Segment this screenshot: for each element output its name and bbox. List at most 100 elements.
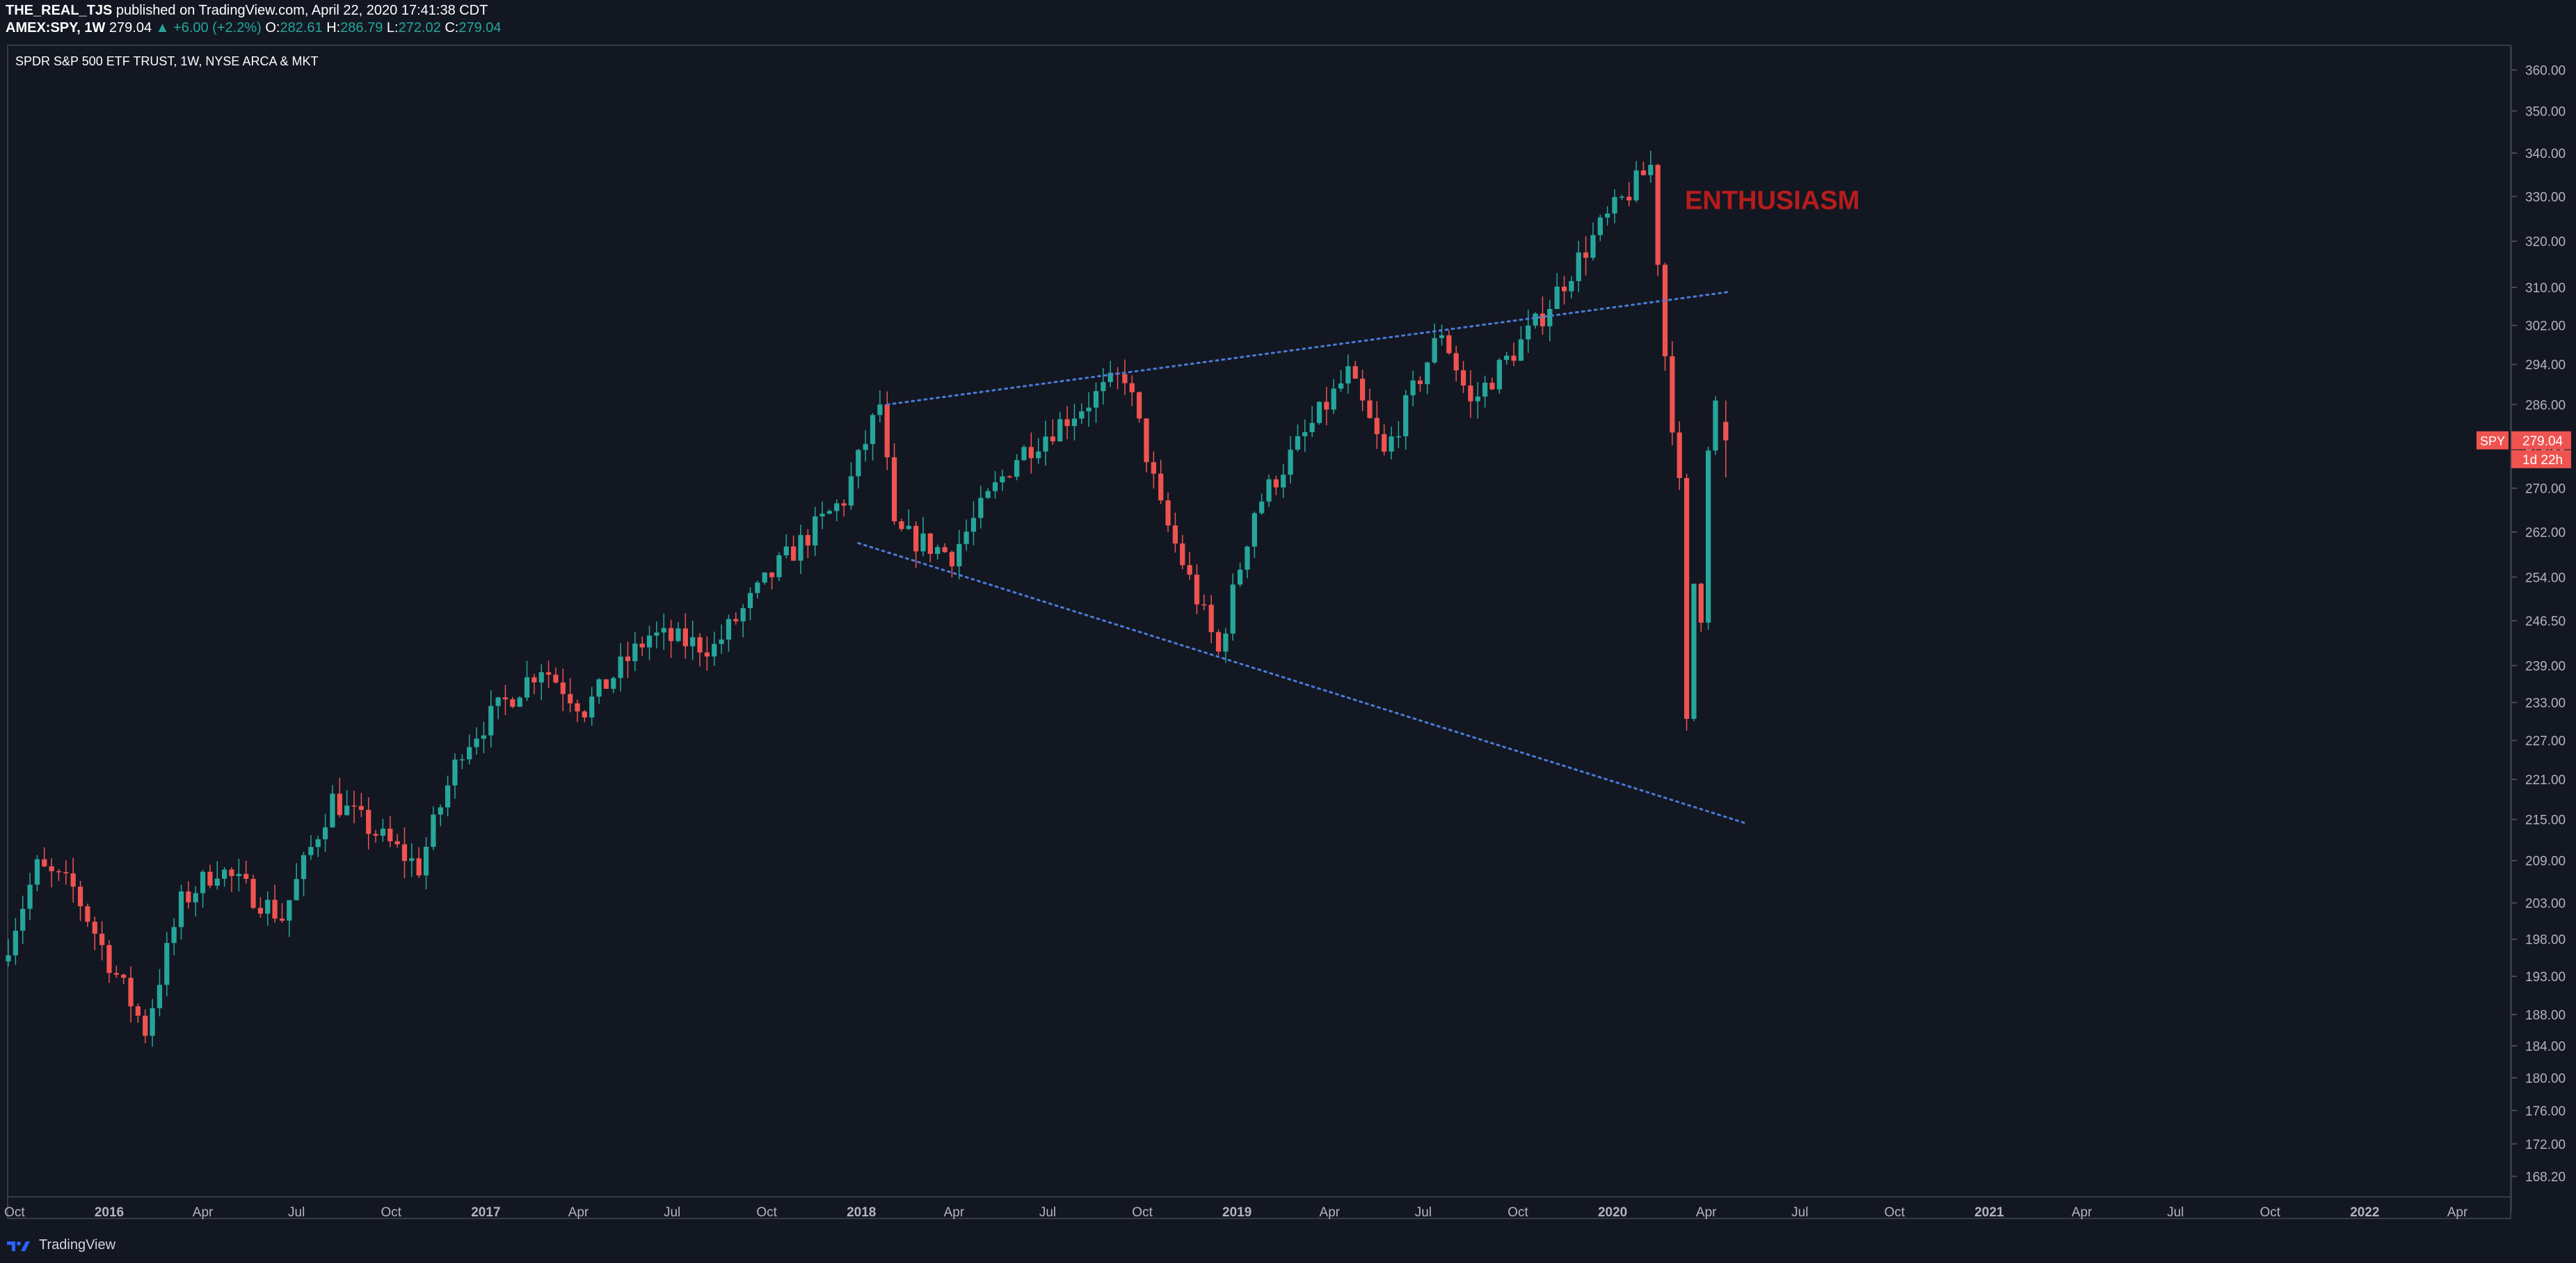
candle-body <box>1266 479 1272 502</box>
candle-body <box>1425 362 1430 385</box>
candle-body <box>1187 565 1192 575</box>
candle-body <box>740 607 746 621</box>
candle-body <box>474 738 479 747</box>
candle-body <box>747 593 753 608</box>
candle-body <box>719 640 724 644</box>
candle-body <box>1050 436 1056 442</box>
candle-body <box>661 628 666 633</box>
candle-body <box>452 759 458 786</box>
candle-body <box>113 973 119 975</box>
y-tick-label: 294.00 <box>2525 358 2566 373</box>
candle-body <box>769 572 775 578</box>
candle-body <box>618 656 623 678</box>
candle-body <box>1410 380 1416 396</box>
candle-body <box>891 457 897 522</box>
candle-body <box>560 682 566 694</box>
footer: TradingView <box>6 1237 115 1253</box>
low-label: L: <box>386 20 399 35</box>
candle-body <box>1028 447 1034 459</box>
candle-body <box>819 514 825 517</box>
candle-body <box>164 943 170 985</box>
candle-body <box>942 547 947 553</box>
tradingview-logo-icon[interactable] <box>6 1239 33 1253</box>
candle-body <box>884 404 890 458</box>
y-tick-label: 203.00 <box>2525 897 2566 912</box>
candle-body <box>935 547 941 554</box>
candle-body <box>791 546 797 561</box>
candle-body <box>553 674 559 683</box>
candle-body <box>92 921 97 934</box>
candle-body <box>1382 434 1387 452</box>
candle-body <box>344 805 350 816</box>
candle-body <box>646 635 653 648</box>
candle-body <box>1215 632 1222 652</box>
candle-body <box>575 703 580 712</box>
close-label: C: <box>445 20 459 35</box>
candle-body <box>279 919 285 921</box>
candle-body <box>927 533 933 554</box>
candle-body <box>308 847 314 855</box>
candle-body <box>1245 546 1250 570</box>
candle-body <box>783 546 789 555</box>
candle-body <box>899 521 904 530</box>
candle-body <box>1036 451 1041 459</box>
candle-body <box>1432 337 1437 363</box>
x-tick-label: Oct <box>2260 1205 2281 1220</box>
y-tick-label: 350.00 <box>2525 104 2566 119</box>
symbol-tag-bg <box>2477 431 2509 450</box>
y-tick-label: 246.50 <box>2525 614 2566 629</box>
x-tick-label: 2022 <box>2350 1205 2379 1220</box>
candle-body <box>726 619 732 640</box>
x-tick-label: Apr <box>1320 1205 1341 1220</box>
candle-body <box>1583 252 1589 258</box>
candle-body <box>1230 585 1235 634</box>
candle-body <box>1504 356 1510 360</box>
candle-body <box>186 891 191 903</box>
candle-body <box>438 807 443 815</box>
candle-body <box>193 893 198 903</box>
candle-body <box>1151 462 1156 474</box>
candle-body <box>1576 252 1581 281</box>
brand-name[interactable]: TradingView <box>39 1237 116 1253</box>
candles-group <box>6 150 1729 1047</box>
candle-body <box>1295 436 1301 450</box>
candle-body <box>1014 460 1020 477</box>
x-tick-label: Jul <box>2167 1205 2184 1220</box>
candle-body <box>401 844 408 861</box>
candle-body <box>1093 391 1099 408</box>
author-name[interactable]: THE_REAL_TJS <box>6 3 113 18</box>
y-tick-label: 209.00 <box>2525 855 2566 869</box>
candle-body <box>985 491 991 498</box>
candle-body <box>1482 382 1488 397</box>
x-tick-label: Apr <box>2072 1205 2093 1220</box>
y-tick-label: 215.00 <box>2525 813 2566 828</box>
candle-body <box>589 697 595 717</box>
candle-body <box>510 699 515 707</box>
candle-body <box>1144 418 1149 463</box>
candle-body <box>863 444 868 450</box>
candle-body <box>913 525 919 552</box>
candle-body <box>949 552 955 566</box>
x-tick-label: Apr <box>568 1205 589 1220</box>
candle-body <box>322 827 328 840</box>
close-value: 279.04 <box>458 20 502 35</box>
x-tick-label: Apr <box>193 1205 214 1220</box>
x-tick-label: Oct <box>1885 1205 1905 1220</box>
y-tick-label: 233.00 <box>2525 697 2566 711</box>
candle-body <box>1539 313 1546 326</box>
candle-body <box>1460 370 1466 386</box>
high-label: H: <box>326 20 341 35</box>
candle-body <box>762 572 767 583</box>
candle-body <box>776 555 782 578</box>
candle-body <box>957 543 962 566</box>
candle-body <box>459 759 465 761</box>
candle-body <box>330 793 335 827</box>
candle-body <box>143 1015 148 1036</box>
candle-body <box>1360 379 1366 401</box>
candle-body <box>668 628 674 642</box>
y-tick-label: 254.00 <box>2525 571 2566 585</box>
candle-body <box>841 503 847 506</box>
candle-body <box>675 628 681 642</box>
price-tag-bg <box>2511 431 2571 450</box>
